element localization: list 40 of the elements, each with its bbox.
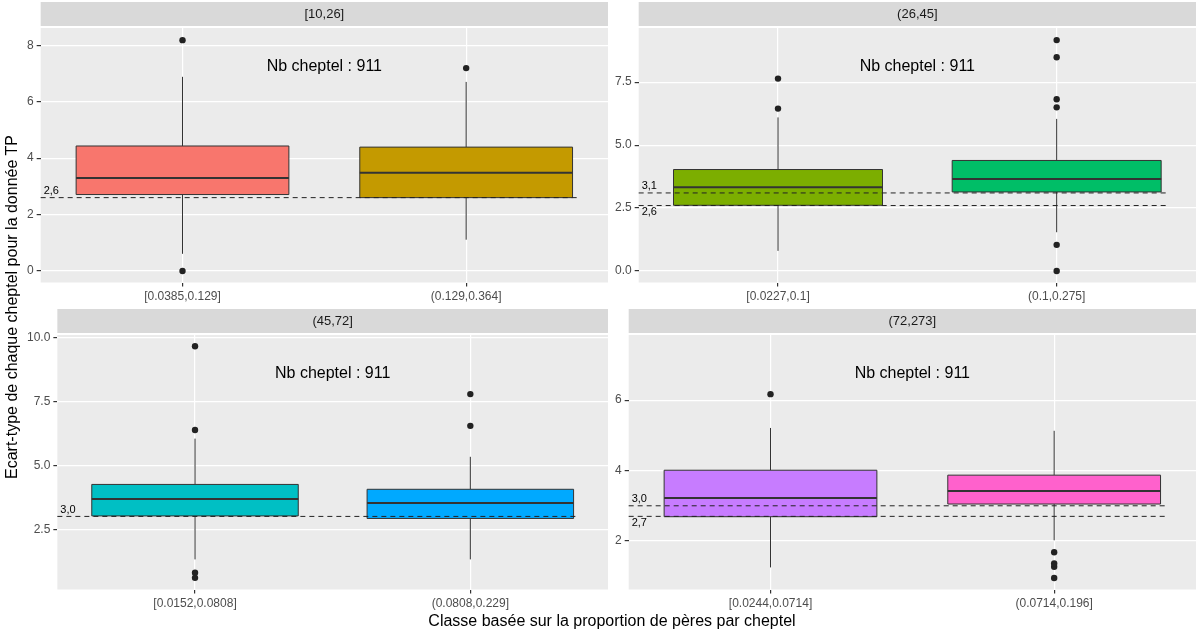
y-tick-label: 4 [614,462,622,477]
x-tick-label: [0.0152,0.0808] [153,596,237,611]
y-tick-label: 4 [26,150,34,165]
ref-line-label: 3,0 [631,492,647,505]
y-tick-label: 10.0 [27,329,51,344]
y-tick-label: 0 [26,263,34,278]
y-tick-label: 6 [614,392,622,407]
y-tick-label: 5.0 [33,457,51,472]
y-tick-label: 8 [26,37,34,52]
chart-title: (72,273] [888,312,937,328]
y-tick-label: 7.5 [33,393,51,408]
y-tick-label: 7.5 [614,74,632,89]
ref-line-label: 2,6 [43,184,59,197]
y-tick-label: 5.0 [614,137,632,152]
y-tick-label: 0.0 [614,263,632,278]
annotation: Nb cheptel : 911 [859,56,976,74]
x-tick-label: (0.1,0.275] [1027,289,1086,304]
x-tick-label: [0.0244,0.0714] [728,596,813,611]
annotation: Nb cheptel : 911 [266,56,383,74]
x-tick-label: (0.0808,0.229] [431,596,510,611]
x-tick-label: [0.0385,0.129] [144,289,221,304]
annotation: Nb cheptel : 911 [275,363,391,381]
chart-title: (26,45] [897,5,938,21]
y-tick-label: 2.5 [614,200,632,215]
x-axis-title: Classe basée sur la proportion de pères par cheptel [427,612,797,631]
x-tick-label: (0.0714,0.196] [1015,596,1093,611]
y-tick-label: 2 [26,206,34,221]
ref-line-label: 2,6 [641,205,657,218]
y-tick-label: 2.5 [33,521,51,536]
y-tick-label: 6 [26,93,34,108]
x-tick-label: (0.129,0.364] [430,289,502,304]
ref-line-label: 3,0 [60,502,76,515]
y-tick-label: 2 [614,533,622,548]
ref-line-label: 2,7 [631,515,647,528]
annotation: Nb cheptel : 911 [854,363,971,381]
y-axis-title: Ecart-type de chaque cheptel pour la donnée TP [3,135,21,479]
x-tick-label: [0.0227,0.1] [746,289,810,304]
ref-line-label: 3,1 [641,179,657,192]
chart-title: [10,26] [304,5,345,21]
chart-title: (45,72] [312,312,353,328]
